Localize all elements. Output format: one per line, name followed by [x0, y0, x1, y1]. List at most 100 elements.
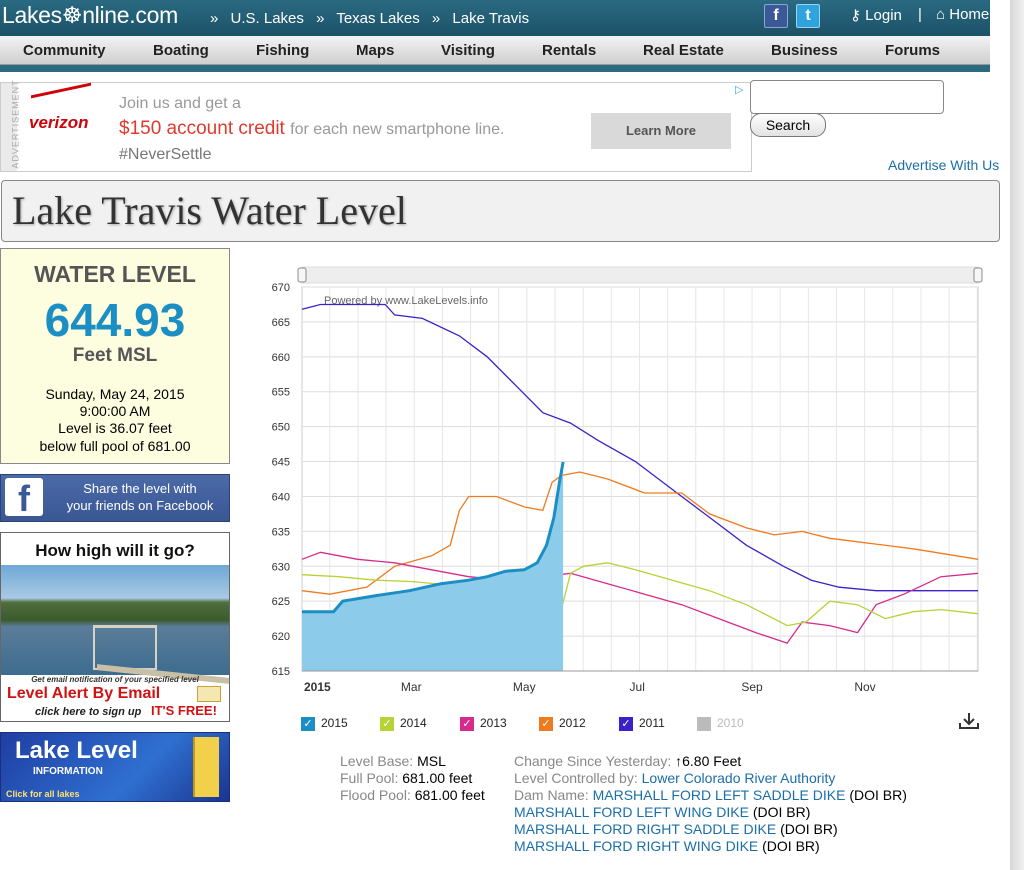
x-tick-label: Sep [741, 680, 763, 694]
divider: | [918, 6, 922, 23]
adchoices-icon[interactable]: ▷ [735, 84, 744, 96]
dam-link[interactable]: MARSHALL FORD LEFT SADDLE DIKE [592, 787, 846, 803]
nav-business[interactable]: Business [771, 42, 838, 59]
level-alert-banner[interactable]: How high will it go? Get email notificat… [0, 532, 230, 722]
chart-navigator [301, 266, 979, 284]
y-tick-label: 640 [272, 491, 290, 503]
nav-maps[interactable]: Maps [356, 42, 395, 59]
legend-checkbox[interactable]: ✓ [380, 716, 394, 731]
legend-checkbox[interactable]: ✓ [539, 716, 553, 731]
facebook-icon[interactable]: f [764, 4, 788, 28]
alert-title: Level Alert By Email [7, 685, 161, 702]
y-tick-label: 630 [272, 561, 290, 573]
legend-item-2012[interactable]: ✓ 2012 [539, 716, 586, 731]
breadcrumb: » U.S. Lakes » Texas Lakes » Lake Travis [208, 10, 535, 27]
nav-fishing[interactable]: Fishing [256, 42, 310, 59]
y-tick-label: 650 [272, 422, 290, 434]
breadcrumb-separator: » [316, 10, 325, 27]
legend-checkbox[interactable] [697, 716, 711, 731]
alert-description: Get email notification of your specified… [31, 675, 199, 684]
level-base-label: Level Base: [340, 753, 414, 769]
dam-link[interactable]: MARSHALL FORD RIGHT WING DIKE [514, 838, 759, 854]
legend-label: 2014 [400, 716, 427, 730]
y-tick-label: 620 [272, 631, 290, 643]
y-tick-label: 615 [272, 666, 290, 678]
legend-item-2011[interactable]: ✓ 2011 [619, 716, 665, 731]
dam-row: MARSHALL FORD RIGHT SADDLE DIKE (DOI BR) [514, 821, 838, 837]
water-level-date: Sunday, May 24, 2015 [45, 386, 185, 402]
legend-item-2013[interactable]: ✓ 2013 [460, 716, 507, 731]
key-icon: ⚷ [850, 7, 861, 24]
dam-suffix: (DOI BR) [780, 821, 838, 837]
legend-checkbox[interactable]: ✓ [460, 716, 474, 731]
nav-visiting[interactable]: Visiting [441, 42, 495, 59]
search-button[interactable]: Search [750, 113, 826, 137]
twitter-icon[interactable]: t [796, 4, 820, 28]
controlled-link[interactable]: Lower Colorado River Authority [641, 770, 836, 786]
breadcrumb-lake-travis[interactable]: Lake Travis [452, 10, 530, 27]
nav-community[interactable]: Community [23, 42, 106, 59]
breadcrumb-us-lakes[interactable]: U.S. Lakes [230, 10, 304, 27]
legend-label: 2013 [480, 716, 507, 730]
legend-checkbox[interactable]: ✓ [619, 716, 633, 731]
x-tick-label: Jul [630, 680, 645, 694]
search-input[interactable] [750, 80, 944, 114]
lake-level-banner[interactable]: Lake Level INFORMATION Click for all lak… [0, 732, 230, 802]
lake-dock-photo [1, 565, 229, 684]
site-logo[interactable]: Lakes☸nline.com [2, 2, 178, 28]
water-level-difference: Level is 36.07 feet [58, 420, 172, 436]
legend-checkbox[interactable]: ✓ [301, 716, 315, 731]
breadcrumb-separator: » [431, 10, 441, 27]
nav-boating[interactable]: Boating [153, 42, 209, 59]
dam-row: Dam Name: MARSHALL FORD LEFT SADDLE DIKE… [514, 787, 907, 803]
alert-question: How high will it go? [35, 541, 195, 560]
ad-line-3: #NeverSettle [119, 146, 212, 163]
y-tick-label: 665 [272, 317, 290, 329]
advertise-link[interactable]: Advertise With Us [888, 157, 1000, 173]
main-nav: Community Boating Fishing Maps Visiting … [0, 36, 990, 65]
legend-label: 2015 [321, 716, 348, 730]
alert-free-label: IT'S FREE! [151, 703, 217, 718]
nav-forums[interactable]: Forums [885, 42, 941, 59]
page-edge [1010, 0, 1024, 870]
y-tick-label: 660 [272, 352, 290, 364]
advertisement[interactable]: ADVERTISEMENT verizon Join us and get a … [0, 79, 752, 172]
full-pool-value: 681.00 feet [402, 770, 473, 786]
y-tick-label: 635 [272, 526, 290, 538]
facebook-share-banner[interactable]: f Share the level with your friends on F… [0, 474, 230, 522]
legend-item-2014[interactable]: ✓ 2014 [380, 716, 427, 731]
chart-svg: 615 620 625 630 635 640 645 650 655 660 665 670 2015… [272, 266, 983, 694]
legend-item-2010[interactable]: 2010 [697, 716, 744, 731]
legend-item-2015[interactable]: ✓ 2015 [301, 716, 348, 731]
dam-row: MARSHALL FORD RIGHT WING DIKE (DOI BR) [514, 838, 820, 854]
ad-line-2-rest: for each new smartphone line. [290, 121, 505, 138]
x-tick-label: Nov [854, 680, 875, 694]
series-line-2015 [302, 461, 565, 614]
dam-label: Dam Name: [514, 787, 589, 803]
lake-level-link[interactable]: Click for all lakes [6, 789, 80, 799]
dam-suffix: (DOI BR) [849, 787, 907, 803]
dam-link[interactable]: MARSHALL FORD RIGHT SADDLE DIKE [514, 821, 777, 837]
ad-line-2: $150 account credit for each new smartph… [119, 118, 504, 140]
ad-learn-more-button[interactable]: Learn More [591, 113, 731, 149]
ad-side-label: ADVERTISEMENT [1, 79, 21, 171]
flood-pool-label: Flood Pool: [340, 787, 411, 803]
login-link[interactable]: ⚷ Login [850, 6, 902, 24]
dam-link[interactable]: MARSHALL FORD LEFT WING DIKE [514, 804, 749, 820]
change-label: Change Since Yesterday: [514, 753, 672, 769]
change-value: 6.80 Feet [682, 753, 742, 769]
nav-rentals[interactable]: Rentals [542, 42, 597, 59]
up-arrow-icon: ↑ [675, 753, 683, 769]
home-link[interactable]: ⌂ Home [936, 6, 989, 23]
water-level-chart[interactable]: 615 620 625 630 635 640 645 650 655 660 665 670 2015… [262, 260, 998, 700]
dam-suffix: (DOI BR) [762, 838, 820, 854]
x-tick-label: May [513, 680, 536, 694]
alert-signup-link[interactable]: click here to sign up [35, 706, 142, 718]
y-tick-label: 625 [272, 596, 290, 608]
breadcrumb-texas-lakes[interactable]: Texas Lakes [336, 10, 420, 27]
page-title-box: Lake Travis Water Level [1, 180, 1000, 242]
download-icon[interactable] [958, 712, 980, 730]
level-base-row: Level Base: MSL [340, 753, 446, 769]
nav-real-estate[interactable]: Real Estate [643, 42, 724, 59]
lake-level-title: Lake Level [15, 737, 138, 764]
